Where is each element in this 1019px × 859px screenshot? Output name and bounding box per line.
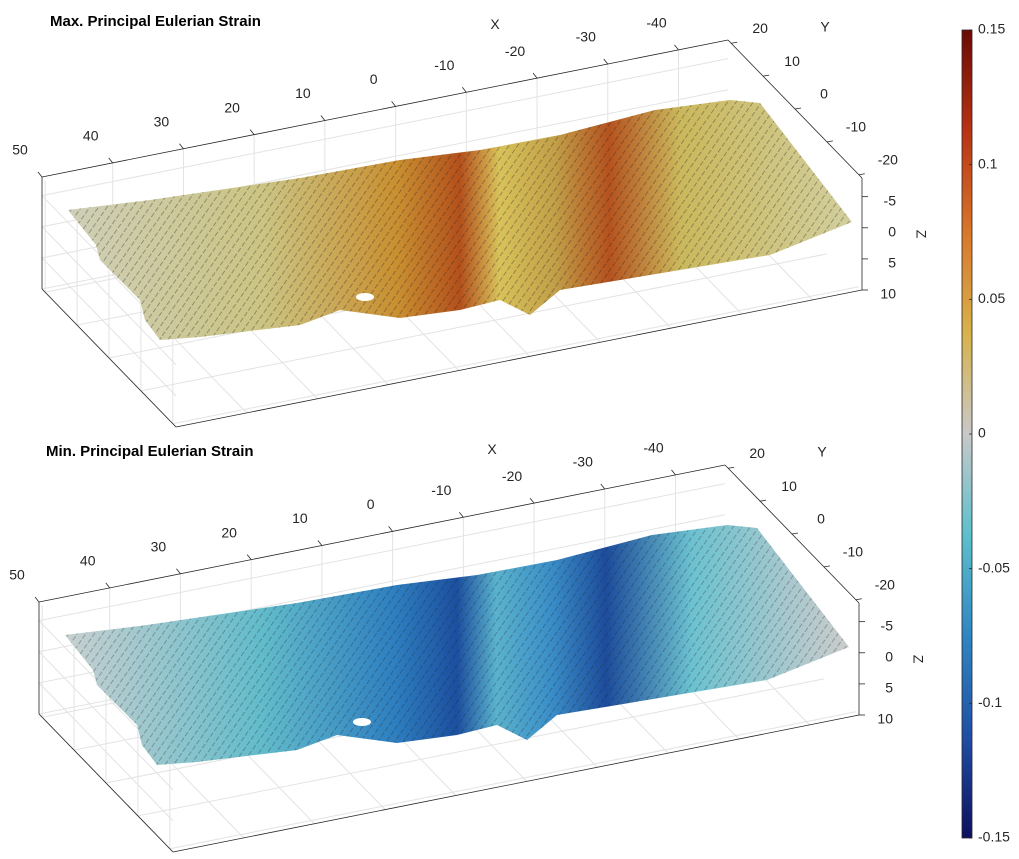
y-axis-label: Y [820, 19, 830, 35]
y-tick [795, 108, 801, 109]
x-tick [321, 116, 325, 121]
y-tick-label: 20 [752, 20, 768, 36]
x-tick [106, 583, 110, 588]
y-tick [763, 75, 769, 76]
figure: Max. Principal Eulerian Strain 504030201… [0, 0, 1019, 854]
z-axis-label: Z [910, 655, 926, 664]
strain-vectors [68, 100, 852, 340]
x-tick-label: 40 [83, 128, 99, 144]
x-tick-label: -30 [576, 29, 596, 45]
x-tick [250, 130, 254, 135]
y-tick-label: 10 [784, 53, 800, 69]
x-tick [674, 45, 678, 50]
colorbar-tick-label: -0.05 [978, 559, 1010, 575]
plot-min: Min. Principal Eulerian Strain 504030201… [9, 440, 926, 852]
colorbar-tick-label: 0.05 [978, 290, 1005, 306]
x-axis-label: X [487, 441, 497, 457]
x-tick-label: 20 [221, 524, 237, 540]
y-tick [731, 42, 737, 43]
x-tick-label: 40 [80, 553, 96, 569]
x-tick-label: 0 [370, 71, 378, 87]
x-tick [389, 526, 393, 531]
y-tick-label: 0 [820, 86, 828, 102]
z-tick-label: -5 [884, 192, 897, 208]
y-tick [856, 599, 862, 600]
x-tick [247, 555, 251, 560]
surface [65, 525, 849, 765]
y-tick-label: -10 [843, 544, 863, 560]
z-axis-label: Z [913, 230, 929, 239]
x-tick-label: 50 [9, 567, 25, 583]
y-tick [728, 467, 734, 468]
colorbar-tick-label: -0.15 [978, 829, 1010, 845]
x-tick-label: -20 [505, 43, 525, 59]
z-tick-label: 5 [888, 255, 896, 271]
strain-vectors [65, 525, 849, 765]
x-axis-label: X [490, 16, 500, 32]
x-tick-label: 0 [367, 496, 375, 512]
plot-title: Max. Principal Eulerian Strain [50, 13, 261, 30]
x-tick-label: 30 [151, 538, 167, 554]
y-tick [792, 533, 798, 534]
colorbar-tick-label: -0.1 [978, 694, 1002, 710]
z-tick-label: 10 [880, 286, 896, 302]
y-tick [760, 500, 766, 501]
x-tick [392, 101, 396, 106]
z-tick-label: 0 [888, 223, 896, 239]
x-tick [35, 597, 39, 602]
y-tick-label: -20 [875, 576, 895, 592]
x-tick [38, 172, 42, 177]
plot-max: Max. Principal Eulerian Strain 504030201… [12, 13, 929, 427]
y-tick-label: 20 [749, 445, 765, 461]
x-tick-label: 10 [295, 85, 311, 101]
hole [356, 293, 374, 301]
page: Max. Principal Eulerian Strain 504030201… [0, 0, 1019, 859]
x-tick-label: 10 [292, 510, 308, 526]
x-tick-label: -30 [573, 454, 593, 470]
z-tick-label: 10 [877, 711, 893, 727]
x-tick [604, 59, 608, 64]
y-tick-label: -10 [846, 119, 866, 135]
y-tick-label: -20 [878, 151, 898, 167]
z-tick-label: 5 [885, 680, 893, 696]
x-tick-label: -40 [643, 440, 663, 456]
hole [353, 718, 371, 726]
y-tick [859, 174, 865, 175]
y-tick-label: 10 [781, 478, 797, 494]
y-tick [824, 566, 830, 567]
x-tick-label: 20 [224, 99, 240, 115]
x-tick [459, 512, 463, 517]
x-tick-label: -10 [434, 57, 454, 73]
plot-title: Min. Principal Eulerian Strain [46, 443, 254, 460]
colorbar-tick-label: 0 [978, 425, 986, 441]
y-tick-label: 0 [817, 511, 825, 527]
x-tick-label: 30 [154, 113, 170, 129]
colorbar-tick-label: 0.15 [978, 21, 1005, 37]
z-tick-label: -5 [881, 617, 894, 633]
x-tick [462, 87, 466, 92]
surface [68, 100, 852, 340]
x-tick [318, 541, 322, 546]
x-tick [671, 470, 675, 475]
x-tick [179, 144, 183, 149]
x-tick [530, 498, 534, 503]
colorbar-tick-label: 0.1 [978, 155, 998, 171]
x-tick-label: -40 [646, 15, 666, 31]
x-tick [109, 158, 113, 163]
z-tick-label: 0 [885, 648, 893, 664]
x-tick [176, 569, 180, 574]
colorbar: 0.15 0.1 0.05 0 -0.05 -0.1 -0.15 [962, 21, 1010, 845]
x-tick-label: -20 [502, 468, 522, 484]
y-axis-label: Y [817, 444, 827, 460]
x-tick [533, 73, 537, 78]
y-tick [827, 141, 833, 142]
x-tick-label: -10 [431, 482, 451, 498]
x-tick-label: 50 [12, 142, 28, 158]
x-tick [601, 484, 605, 489]
